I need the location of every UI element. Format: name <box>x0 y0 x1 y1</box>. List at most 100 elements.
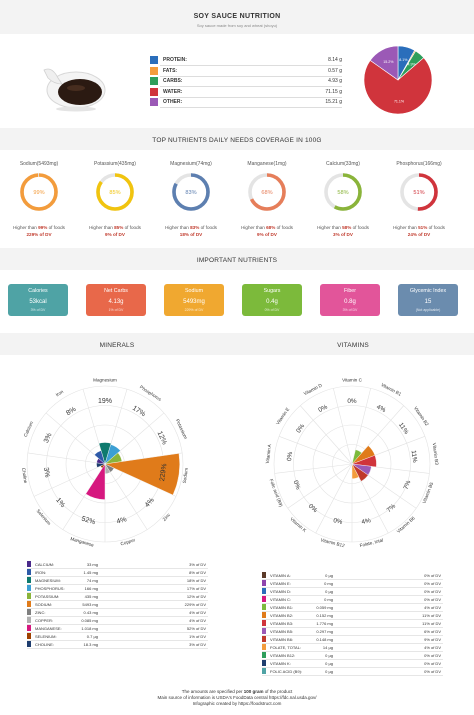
rank-value: 85% <box>114 225 124 230</box>
nutrient-table-row: POTASSIUM: 435 mg 12% of DV <box>27 593 208 601</box>
polar-percent-label: 4% <box>361 517 372 526</box>
nutrient-ring-label: Calcium(33mg) <box>326 161 360 167</box>
macro-divider <box>160 86 342 87</box>
rank-pre: Higher than <box>13 225 39 230</box>
nutrient-ring-dv: 24% of DV <box>381 231 457 238</box>
charts-band <box>0 333 474 355</box>
nutrient-ring-dv: 18% of DV <box>153 231 229 238</box>
nutrient-table-row: VITAMIN C: 0 mg 0% of DV <box>262 596 443 604</box>
polar-category-label: Vitamin B6 <box>396 515 416 534</box>
nutrient-ring-rank: Higher than 99% of foods <box>1 224 77 231</box>
nutrient-swatch <box>262 620 266 626</box>
nutrient-dv: 12% of DV <box>186 594 206 599</box>
nutrient-name: VITAMIN K: <box>270 661 291 666</box>
nutrient-dv: 1% of DV <box>189 634 206 639</box>
ring-progress <box>400 173 438 211</box>
macro-label: CARBS: <box>163 78 183 84</box>
nutrient-table-row: MAGNESIUM: 74 mg 18% of DV <box>27 577 208 585</box>
card-value: 15 <box>424 299 432 305</box>
nutrient-name: VITAMIN D: <box>270 589 292 594</box>
polar-category-label: Vitamin D <box>303 382 323 396</box>
important-title: IMPORTANT NUTRIENTS <box>196 257 278 264</box>
macro-swatch <box>150 56 158 64</box>
card-desc: (Not applicable) <box>415 308 441 312</box>
dv-value: 9% of DV <box>105 232 125 237</box>
polar-category-label: Sodium <box>182 467 189 483</box>
macro-pie-label: 71.1% <box>394 100 405 104</box>
important-card: Glycemic Index 15 (Not applicable) <box>398 284 458 316</box>
grid-spoke <box>274 463 353 474</box>
macro-swatch <box>150 66 158 75</box>
nutrient-ring-dv: 9% of DV <box>229 231 305 238</box>
nutrient-dv: 0% of DV <box>424 573 441 578</box>
polar-sector <box>94 450 106 465</box>
macro-pie-label: 4.9% <box>408 62 417 66</box>
macro-swatch <box>150 77 158 85</box>
nutrient-amount: 0 µg <box>325 661 333 666</box>
nutrient-name: IRON: <box>35 570 47 575</box>
macro-row: FATS: 0.57 g <box>150 66 342 77</box>
nutrient-table-row: VITAMIN B1: 0.059 mg 4% of DV <box>262 604 443 612</box>
nutrient-dv: 4% of DV <box>189 610 206 615</box>
important-card: Sugars 0.4g 0% of DV <box>242 284 302 316</box>
nutrient-amount: 0.43 mg <box>83 610 98 615</box>
nutrient-table-row: VITAMIN E: 0 mg 0% of DV <box>262 580 443 588</box>
nutrient-ring-rank: Higher than 68% of foods <box>229 224 305 231</box>
nutrient-table-row: VITAMIN B12: 0 µg 0% of DV <box>262 652 443 660</box>
card-title: Glycemic Index <box>409 288 447 294</box>
polar-percent-label: 0% <box>332 517 343 526</box>
rank-value: 51% <box>418 225 428 230</box>
nutrient-name: VITAMIN B5: <box>270 629 294 634</box>
card-value: 5493mg <box>183 299 205 305</box>
macro-label: OTHER: <box>163 99 183 105</box>
grid-spoke <box>333 388 353 465</box>
important-card: Calories 53kcal 3% of DV <box>8 284 68 316</box>
card-title: Sugars <box>263 288 281 294</box>
nutrient-name: POTASSIUM: <box>35 594 60 599</box>
nutrient-swatch <box>27 561 31 567</box>
footer-line1: The amounts are specified per 100 gram o… <box>0 689 474 695</box>
nutrient-name: VITAMIN B6: <box>270 637 294 642</box>
card-title: Net Carbs <box>104 288 128 294</box>
nutrient-ring: 58% <box>324 173 362 211</box>
macro-value: 8.14 g <box>328 57 342 63</box>
nutrient-table-row: IRON: 1.45 mg 8% of DV <box>27 569 208 577</box>
nutrient-amount: 0.059 mg <box>316 605 333 610</box>
macro-pie-label: 15.2% <box>383 60 394 64</box>
nutrient-ring: 83% <box>172 173 210 211</box>
ring-progress <box>20 173 58 211</box>
polar-sector <box>351 455 377 468</box>
nutrient-ring-rank: Higher than 85% of foods <box>77 224 153 231</box>
footer-line1-post: of the product <box>263 689 293 694</box>
nutrient-table-row: COPPER: 0.085 mg 4% of DV <box>27 617 208 625</box>
grid-spoke <box>27 452 106 465</box>
nutrient-name: CALCIUM: <box>35 562 55 567</box>
macro-row: WATER: 71.15 g <box>150 87 342 98</box>
grid-spoke <box>287 463 353 509</box>
nutrient-name: VITAMIN C: <box>270 597 292 602</box>
ring-percent: 99% <box>33 190 44 196</box>
card-value: 4.13g <box>108 299 124 305</box>
card-desc: 229% of DV <box>184 308 204 312</box>
card-desc: 3% of DV <box>342 308 358 312</box>
polar-category-label: Vitamin E <box>275 407 290 426</box>
polar-category-label: Choline <box>21 467 28 484</box>
nutrient-ring: 85% <box>96 173 134 211</box>
macro-pie-slice <box>369 45 399 81</box>
nutrient-swatch <box>27 617 31 623</box>
nutrient-amount: 1.776 mg <box>316 621 333 626</box>
nutrient-dv: 11% of DV <box>422 621 441 626</box>
page-subtitle: Soy sauce made from soy and wheat (shoyu… <box>196 23 278 28</box>
card-title: Calories <box>28 288 48 294</box>
macro-label: FATS: <box>163 67 178 74</box>
polar-percent-label: 0% <box>295 423 306 435</box>
polar-percent-label: 0% <box>317 403 329 414</box>
nutrient-amount: 18.3 mg <box>83 642 98 647</box>
nutrient-dv: 6% of DV <box>424 629 441 634</box>
polar-category-label: Phosphorus <box>139 384 163 402</box>
polar-percent-label: 229% <box>159 463 168 482</box>
nutrient-name: VITAMIN A: <box>270 573 291 578</box>
nutrient-swatch <box>262 588 266 594</box>
polar-sector <box>350 462 353 465</box>
nutrient-dv: 4% of DV <box>424 605 441 610</box>
